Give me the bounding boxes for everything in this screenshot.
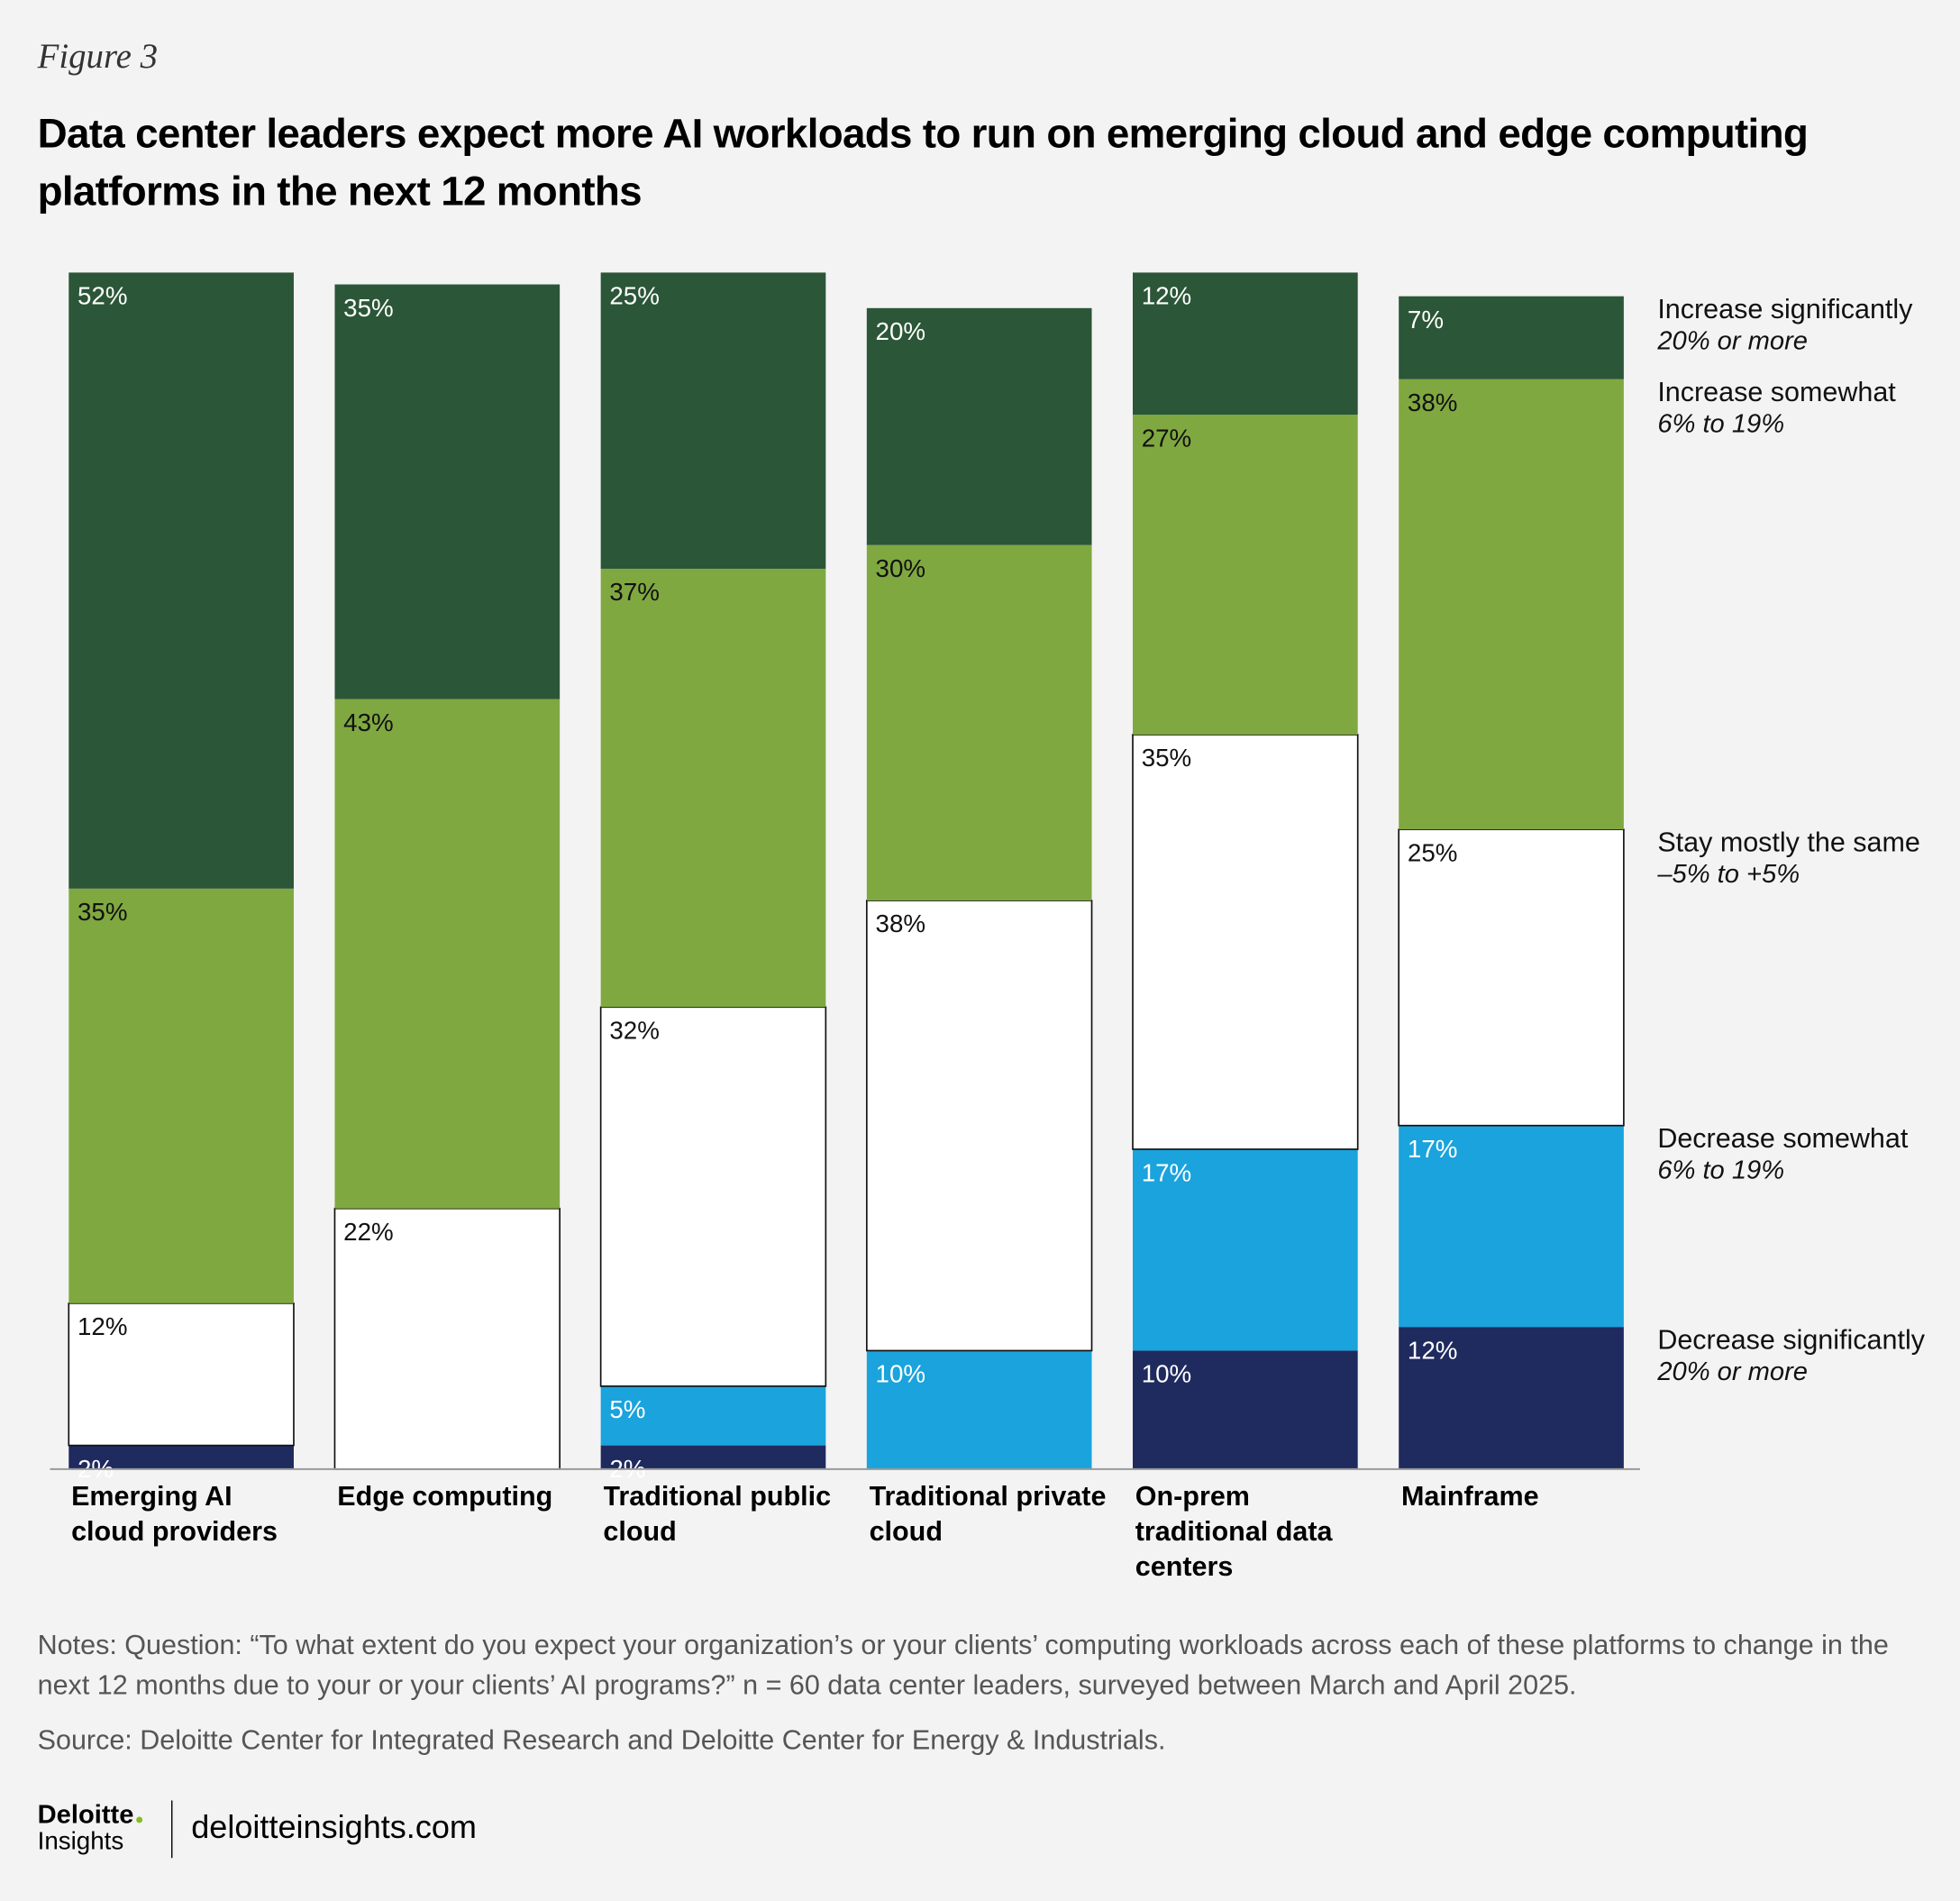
bar-segment — [1133, 415, 1358, 735]
chart-title: Data center leaders expect more AI workl… — [37, 110, 1809, 215]
value-label: 22% — [343, 1218, 394, 1246]
value-label: 7% — [1408, 306, 1444, 334]
value-label: 38% — [1408, 388, 1458, 416]
value-label: 27% — [1142, 424, 1192, 452]
bar-segment — [1132, 734, 1359, 1150]
bar-segment — [68, 1445, 294, 1469]
figure-label: Figure 3 — [37, 37, 159, 77]
value-label: 35% — [1142, 744, 1192, 772]
bar-segment — [866, 307, 1092, 545]
value-label: 30% — [876, 554, 926, 582]
value-label: 12% — [1142, 282, 1192, 310]
bar-segment — [866, 1350, 1092, 1469]
value-label: 32% — [609, 1017, 660, 1045]
bar-segment — [68, 272, 294, 889]
legend-range: 6% to 19% — [1657, 1156, 1784, 1185]
x-tick-label: Edge computing — [337, 1480, 553, 1513]
logo-sub: Insights — [37, 1827, 124, 1856]
logo-brand: Deloitte — [38, 1800, 143, 1830]
bar-segment — [865, 900, 1093, 1352]
bar-segment — [1133, 1350, 1358, 1469]
value-label: 38% — [876, 909, 926, 937]
bar-segment — [334, 284, 561, 699]
x-tick-label-box: Emerging AI cloud providers — [71, 1480, 278, 1547]
bar-segment — [600, 1385, 826, 1446]
bar-segment — [600, 1445, 826, 1469]
legend-label: Stay mostly the same — [1657, 827, 1920, 857]
bar-segment — [1133, 1148, 1358, 1351]
source: Source: Deloitte Center for Integrated R… — [37, 1723, 1166, 1756]
separator — [171, 1800, 173, 1859]
bar-segment — [1398, 828, 1625, 1127]
bar-segment — [68, 888, 294, 1303]
chart: 2%12%35%52%Emerging AI cloud providers22… — [50, 272, 1926, 1582]
value-label: 12% — [1408, 1336, 1458, 1364]
bar-segment — [599, 1006, 827, 1387]
bar-segment — [1399, 1327, 1624, 1469]
logo-brand-text: Deloitte — [37, 1800, 134, 1830]
value-label: 35% — [343, 294, 394, 322]
bar-segment — [1399, 379, 1624, 830]
value-label: 5% — [609, 1395, 645, 1423]
value-label: 35% — [77, 898, 128, 926]
bar-segment — [600, 272, 826, 569]
x-tick-label: Emerging AI cloud providers — [71, 1480, 278, 1547]
legend-range: 20% or more — [1656, 1357, 1808, 1386]
notes: Notes: Question: “To what extent do you … — [37, 1629, 1889, 1701]
legend-label: Increase significantly — [1657, 294, 1913, 324]
value-label: 52% — [77, 282, 128, 310]
x-tick-label: On-prem traditional data centers — [1135, 1480, 1333, 1582]
x-tick-label-box: Traditional public cloud — [603, 1480, 832, 1547]
value-label: 17% — [1142, 1158, 1192, 1186]
bar-segment — [600, 568, 826, 1008]
value-label: 17% — [1408, 1135, 1458, 1163]
bar-segment — [1133, 272, 1358, 416]
x-tick-label-box: On-prem traditional data centers — [1135, 1480, 1333, 1582]
legend-range: 20% or more — [1656, 327, 1808, 356]
x-tick-label-box: Traditional private cloud — [869, 1480, 1107, 1547]
legend-label: Decrease somewhat — [1657, 1123, 1909, 1154]
bar-segment — [334, 699, 561, 1209]
logo-dot — [136, 1816, 143, 1823]
value-label: 37% — [609, 578, 660, 606]
x-tick-label: Traditional private cloud — [869, 1480, 1107, 1547]
value-label: 25% — [609, 282, 660, 310]
url: deloitteinsights.com — [191, 1807, 477, 1846]
value-label: 10% — [876, 1360, 926, 1388]
legend-range: 6% to 19% — [1657, 410, 1784, 439]
value-label: 20% — [876, 317, 926, 345]
bar-segment — [333, 1207, 561, 1470]
bar-segment — [1399, 1125, 1624, 1328]
bar-segment — [866, 544, 1092, 900]
x-tick-label: Mainframe — [1400, 1480, 1539, 1513]
x-tick-label-box: Edge computing — [337, 1480, 553, 1513]
value-label: 43% — [343, 708, 394, 736]
legend-range: –5% to +5% — [1656, 860, 1800, 889]
bar-segment — [68, 1302, 295, 1447]
value-label: 10% — [1142, 1360, 1192, 1388]
legend-label: Decrease significantly — [1657, 1325, 1925, 1356]
x-tick-label-box: Mainframe — [1400, 1480, 1539, 1513]
x-tick-label: Traditional public cloud — [603, 1480, 832, 1547]
value-label: 12% — [77, 1312, 128, 1340]
value-label: 25% — [1408, 838, 1458, 866]
legend-label: Increase somewhat — [1657, 377, 1896, 407]
bar-segment — [1399, 296, 1624, 379]
